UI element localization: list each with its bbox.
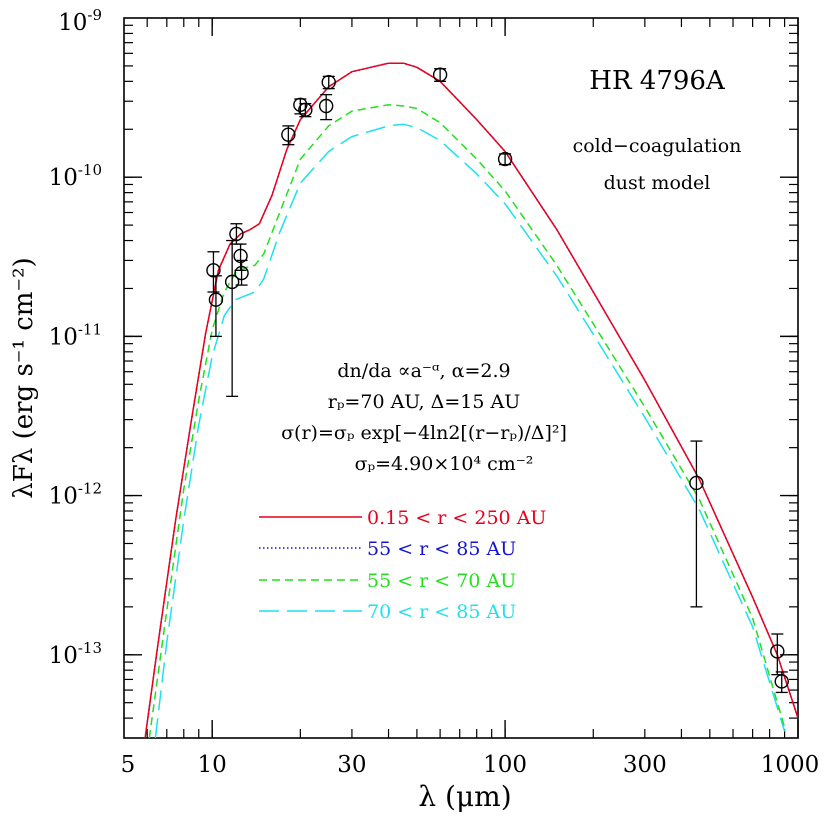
observation-point (298, 102, 313, 118)
legend: 0.15 < r < 250 AU 55 < r < 85 AU 55 < r < … (259, 507, 546, 623)
x-tick-labels: 5 10 30 100 300 1000 (121, 752, 820, 778)
major-ticks (124, 18, 799, 738)
annotation-line-4: σₚ=4.90×10⁴ cm⁻² (355, 453, 534, 475)
observation-point (224, 274, 240, 290)
observation-point (293, 97, 308, 112)
x-tick-label: 300 (623, 752, 667, 778)
series-lines (144, 62, 798, 738)
observation-point (497, 151, 513, 167)
observation-point (233, 248, 248, 264)
y-tick-label: 10-13 (49, 639, 102, 669)
annotation-line-1: dn/da ∝a⁻ᵅ, α=2.9 (337, 360, 510, 382)
chart-title: HR 4796A (589, 66, 726, 96)
observation-point (208, 292, 224, 307)
observation-point (321, 75, 336, 90)
observation-point (774, 674, 789, 689)
x-tick-label: 100 (483, 752, 527, 778)
y-tick-label: 10-12 (49, 480, 102, 510)
annotation-line-3: σ(r)=σₚ exp[−4ln2[(r−rₚ)/Δ]²] (281, 422, 567, 444)
observations (206, 67, 789, 694)
observation-point (689, 475, 704, 491)
x-axis-label: λ (μm) (418, 780, 511, 813)
x-tick-label: 5 (121, 752, 136, 778)
observation-point (281, 127, 296, 142)
model-label-line-1: cold−coagulation (573, 135, 742, 157)
series-line (144, 62, 798, 738)
plot-frame (123, 17, 799, 739)
series-line (148, 104, 786, 738)
legend-label: 0.15 < r < 250 AU (367, 507, 546, 529)
y-axis-label: λFλ (erg s⁻¹ cm⁻²) (9, 257, 39, 498)
series-line (154, 123, 786, 738)
observation-point (432, 67, 448, 82)
legend-label: 55 < r < 85 AU (367, 538, 516, 560)
observation-point (229, 226, 244, 242)
x-tick-label: 1000 (761, 752, 820, 778)
legend-label: 70 < r < 85 AU (367, 601, 516, 623)
y-tick-label: 10-10 (49, 161, 102, 191)
x-tick-label: 30 (337, 752, 366, 778)
observation-point (318, 98, 334, 114)
observation-point (770, 644, 785, 659)
y-tick-labels: 10-9 10-10 10-11 10-12 10-13 (49, 6, 102, 669)
observation-point (206, 263, 221, 278)
x-tick-label: 10 (198, 752, 227, 778)
legend-label: 55 < r < 70 AU (367, 570, 516, 592)
y-tick-label: 10-9 (58, 6, 102, 36)
y-tick-label: 10-11 (49, 320, 102, 350)
annotation-line-2: rₚ=70 AU, Δ=15 AU (328, 391, 520, 413)
model-label-line-2: dust model (604, 172, 711, 194)
minor-ticks (124, 18, 798, 738)
observation-point (234, 265, 249, 281)
